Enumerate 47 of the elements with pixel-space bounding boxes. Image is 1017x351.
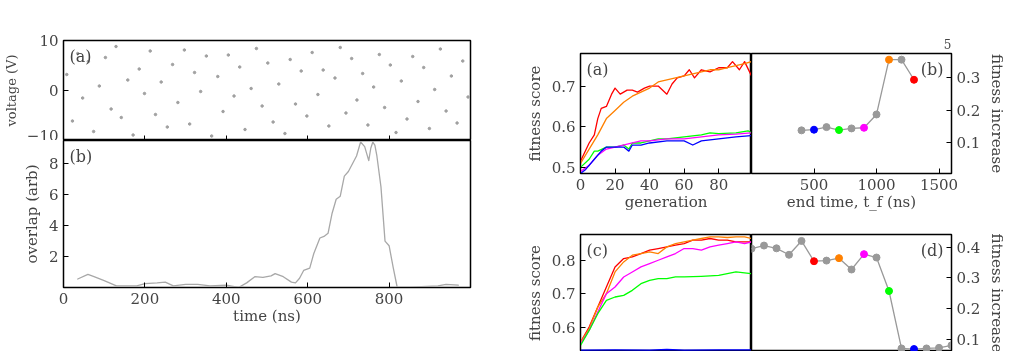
y2-tick-label: 0.3 [956,269,981,288]
x-tick-label: 500 [799,175,829,194]
x-tick-label: 200 [130,289,160,308]
x-axis-title: generation [624,192,708,211]
y2-axis-title: fitness increase [988,53,1007,174]
y-axis-title: overlap (arb) [22,164,41,264]
x-tick-label: 20 [605,175,625,194]
y-tick-label: 0 [48,82,59,100]
x-tick-label: 1500 [919,175,959,194]
x-tick-label: 800 [374,289,404,308]
y-tick-label: 0.6 [551,318,576,337]
annotation: (c) [586,240,608,260]
y-tick-label: 0.7 [551,285,576,304]
y-tick-label: 8 [48,155,59,174]
x-tick-label: 1000 [857,175,896,194]
y2-tick-label: 0.2 [956,300,981,319]
y-tick-label: 10 [39,32,59,50]
text: 5 [943,37,952,52]
y-tick-label: 0.6 [551,118,576,137]
y-tick-label: 2 [48,248,59,267]
x-tick-label: 40 [640,175,660,194]
y2-tick-label: 0.1 [956,330,981,349]
y-tick-label: 6 [48,186,59,205]
annotation: (a) [586,59,609,79]
annotation: (d) [920,240,944,260]
y2-axis-title: fitness increase [988,233,1007,351]
y2-tick-label: 0.3 [956,69,981,88]
annotation: (b) [69,146,93,166]
y2-tick-label: 0.1 [956,134,981,153]
y-tick-label: 0.7 [551,77,576,96]
y-axis-title: fitness score [525,65,544,162]
annotation: (a) [69,46,92,66]
x-tick-label: 80 [709,175,729,194]
x-tick-label: 600 [293,289,323,308]
x-axis-title: end time, t_f (ns) [786,192,917,211]
x-tick-label: 400 [211,289,241,308]
y-axis-title: fitness score [525,244,544,341]
y-tick-label: −10 [26,126,59,145]
y-axis-title: voltage (V) [3,54,19,128]
y-tick-label: 4 [48,217,59,236]
y2-tick-label: 0.2 [956,101,981,120]
y2-tick-label: 0.4 [956,238,981,257]
y-tick-label: 0.5 [551,158,576,177]
x-tick-label: 60 [674,175,694,194]
annotation: (b) [920,59,944,79]
y-tick-label: 0.8 [551,251,576,270]
x-axis-title: time (ns) [233,306,301,325]
